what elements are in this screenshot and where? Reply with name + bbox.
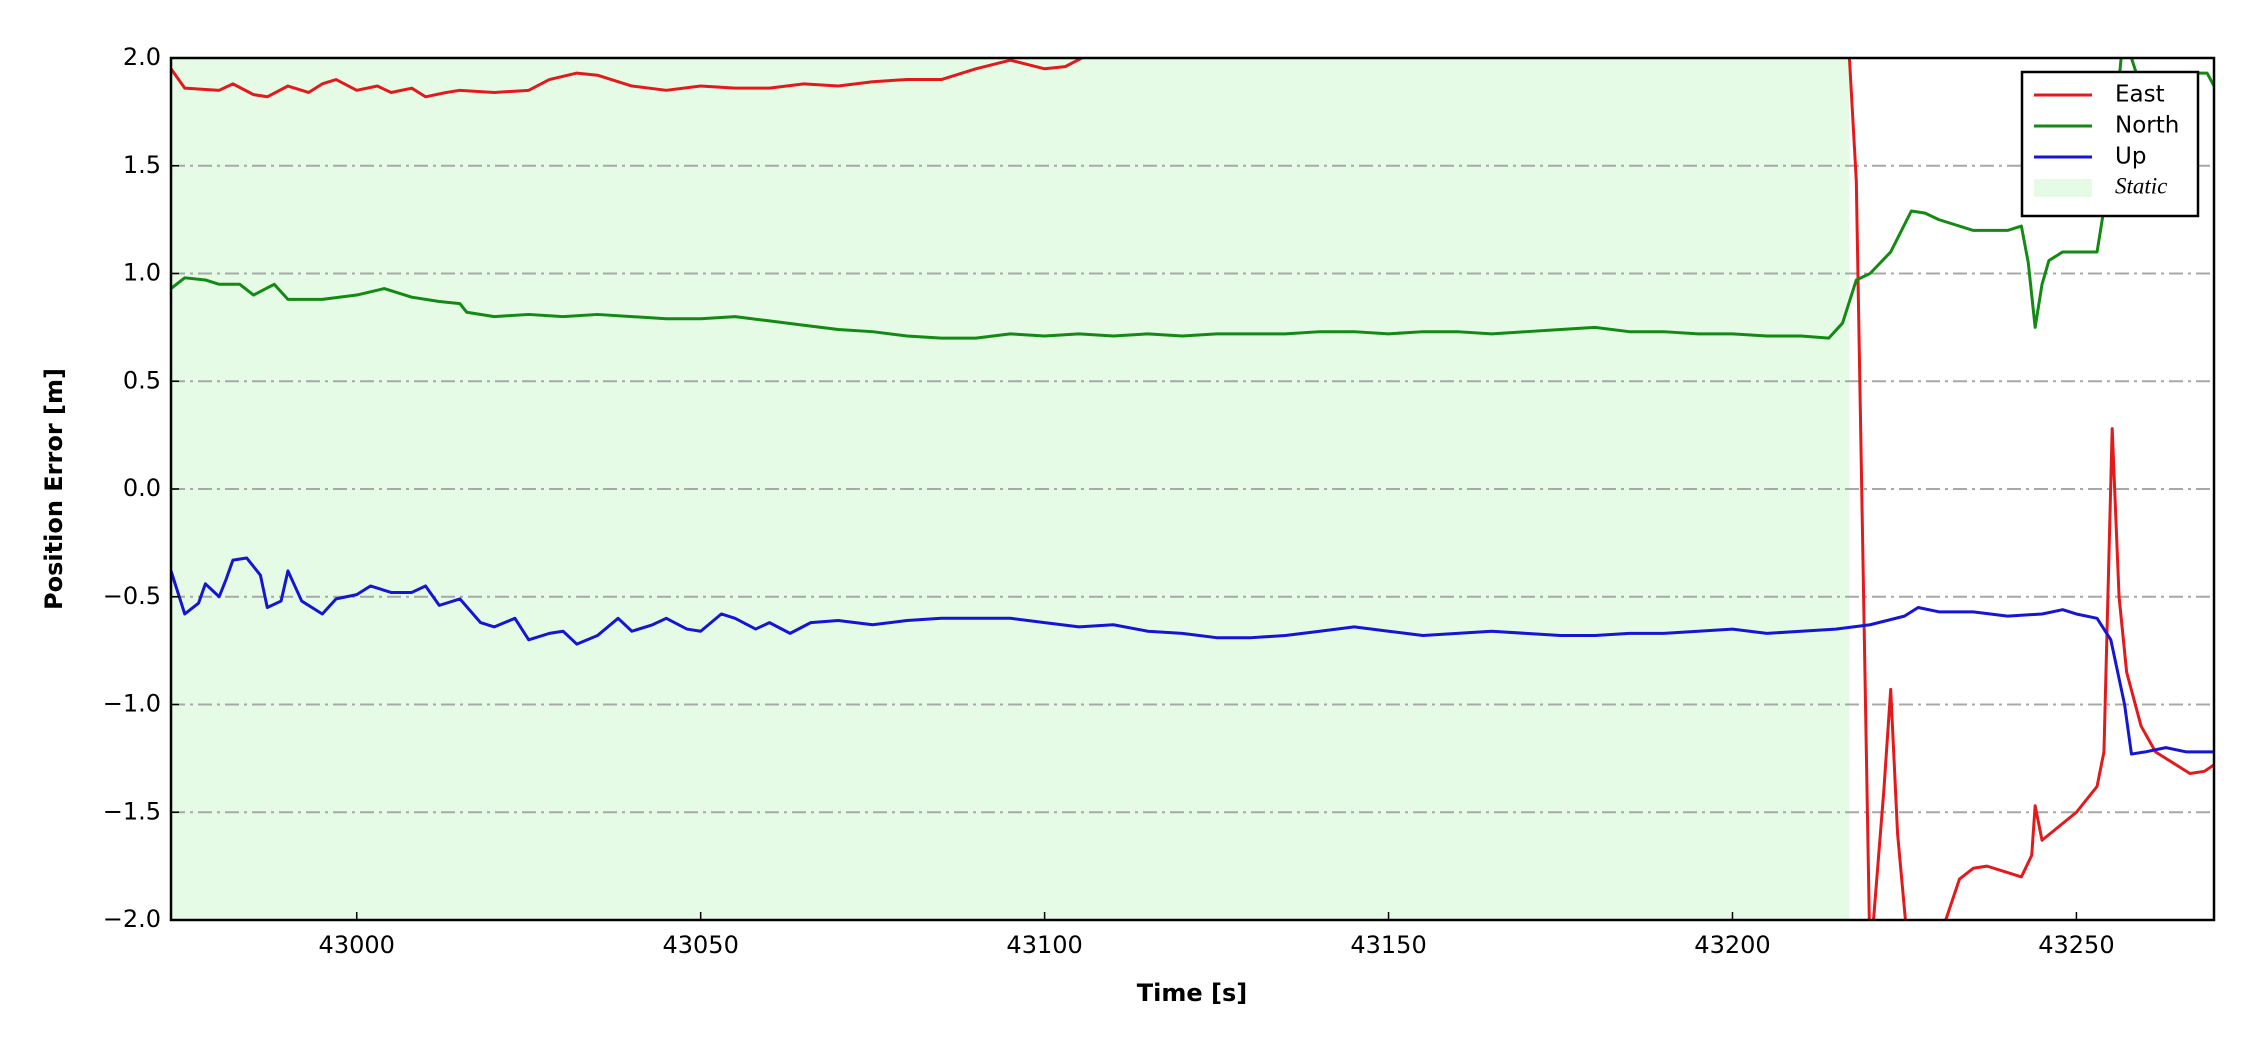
series-line bbox=[171, 58, 2214, 920]
y-tick-label: 1.5 bbox=[123, 151, 161, 179]
legend-patch bbox=[2034, 179, 2092, 197]
y-tick-label: 0.5 bbox=[123, 366, 161, 394]
y-tick-label: 1.0 bbox=[123, 259, 161, 287]
x-tick-label: 43150 bbox=[1350, 931, 1426, 959]
x-axis-title: Time [s] bbox=[1137, 979, 1247, 1007]
series-line bbox=[171, 58, 2214, 340]
plot-frame bbox=[169, 56, 2216, 922]
plot-area bbox=[171, 58, 2214, 920]
y-tick-label: −2.0 bbox=[103, 905, 161, 933]
x-tick-label: 43000 bbox=[319, 931, 395, 959]
x-tick-label: 43100 bbox=[1006, 931, 1082, 959]
legend-label: Static bbox=[2115, 173, 2167, 198]
legend-label: North bbox=[2115, 113, 2179, 139]
legend: East North Up Static bbox=[2020, 70, 2200, 218]
x-tick-label: 43050 bbox=[662, 931, 738, 959]
y-tick-label: 0.0 bbox=[123, 474, 161, 502]
legend-label: East bbox=[2115, 82, 2165, 108]
y-tick-label: −1.5 bbox=[103, 797, 161, 825]
legend-label: Up bbox=[2115, 144, 2146, 170]
y-tick-label: −1.0 bbox=[103, 690, 161, 718]
series-line bbox=[171, 556, 2214, 756]
y-tick-label: −0.5 bbox=[103, 582, 161, 610]
x-tick-label: 43200 bbox=[1694, 931, 1770, 959]
x-tick-label: 43250 bbox=[2038, 931, 2114, 959]
y-axis-title: Position Error [m] bbox=[40, 368, 68, 610]
y-tick-label: 2.0 bbox=[123, 43, 161, 71]
